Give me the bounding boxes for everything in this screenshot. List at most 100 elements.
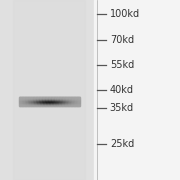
Bar <box>43 102 45 103</box>
Bar <box>40 102 42 103</box>
Bar <box>49 104 51 105</box>
Bar <box>55 103 57 104</box>
Bar <box>78 96 80 97</box>
Bar <box>74 98 75 99</box>
Bar <box>43 98 45 99</box>
Bar <box>20 103 22 104</box>
Bar <box>31 100 33 101</box>
Bar <box>26 103 28 104</box>
Bar <box>57 100 58 101</box>
Bar <box>75 96 77 97</box>
Bar <box>65 102 66 103</box>
Bar <box>52 102 54 103</box>
Bar <box>43 103 45 104</box>
Bar <box>33 100 34 101</box>
Bar <box>25 102 26 103</box>
Bar <box>60 105 62 106</box>
Bar <box>20 103 22 104</box>
Bar <box>42 102 43 103</box>
Bar <box>26 103 28 104</box>
Bar <box>30 100 31 101</box>
Bar <box>20 105 22 106</box>
Bar <box>65 103 66 104</box>
Bar <box>74 101 75 102</box>
Bar <box>34 98 36 99</box>
Bar <box>30 98 31 99</box>
Bar <box>51 103 52 104</box>
Bar <box>33 103 34 104</box>
Bar <box>65 99 66 100</box>
Bar <box>78 99 80 100</box>
Bar <box>60 104 62 105</box>
Bar <box>58 102 60 103</box>
Bar <box>19 105 20 106</box>
Bar <box>58 100 60 101</box>
Bar <box>63 97 65 98</box>
Bar <box>57 101 58 102</box>
Bar <box>23 105 25 106</box>
Bar <box>63 96 65 97</box>
Bar <box>30 99 31 100</box>
Bar <box>72 104 74 105</box>
Bar <box>77 102 78 103</box>
Bar <box>30 102 31 103</box>
Bar <box>33 96 34 97</box>
Bar <box>39 103 40 104</box>
Bar <box>25 96 26 97</box>
Bar <box>19 96 20 97</box>
Bar <box>55 98 57 99</box>
Bar <box>34 97 36 98</box>
Bar <box>66 101 68 102</box>
Bar <box>62 100 63 101</box>
Bar <box>23 103 25 104</box>
Bar <box>23 104 25 105</box>
Bar <box>42 99 43 100</box>
Bar <box>37 105 39 106</box>
Bar <box>78 100 80 101</box>
Bar <box>74 97 75 98</box>
Bar <box>20 97 22 98</box>
Bar <box>23 103 25 104</box>
Bar <box>23 99 25 100</box>
Bar <box>26 100 28 101</box>
Bar <box>65 101 66 102</box>
Bar <box>20 99 22 100</box>
Bar <box>45 104 46 105</box>
Bar <box>72 96 74 97</box>
Bar <box>69 102 71 103</box>
Bar <box>55 99 57 100</box>
Bar <box>71 105 72 106</box>
Bar <box>37 103 39 104</box>
Text: 40kd: 40kd <box>110 85 134 95</box>
Bar <box>62 101 63 102</box>
Bar <box>60 97 62 98</box>
Bar <box>51 103 52 104</box>
Bar <box>49 101 51 102</box>
Bar <box>68 100 69 101</box>
Bar <box>45 96 46 97</box>
Bar <box>54 104 55 105</box>
Bar <box>45 98 46 99</box>
Bar <box>19 99 20 100</box>
Bar <box>63 103 65 104</box>
Bar <box>66 103 68 104</box>
Bar <box>37 102 39 103</box>
Bar <box>49 99 51 100</box>
Bar <box>43 101 45 102</box>
Bar <box>58 97 60 98</box>
Bar <box>42 103 43 104</box>
Text: 55kd: 55kd <box>110 60 134 70</box>
Bar <box>28 103 30 104</box>
Bar <box>19 100 20 101</box>
Bar <box>62 103 63 104</box>
Bar <box>52 103 54 104</box>
Bar <box>45 103 46 104</box>
Bar <box>63 104 65 105</box>
Bar <box>25 101 26 102</box>
Bar <box>75 101 77 102</box>
Bar <box>36 96 37 97</box>
Bar <box>36 101 37 102</box>
Bar <box>48 104 49 105</box>
Bar <box>57 103 58 104</box>
Bar <box>20 104 22 105</box>
